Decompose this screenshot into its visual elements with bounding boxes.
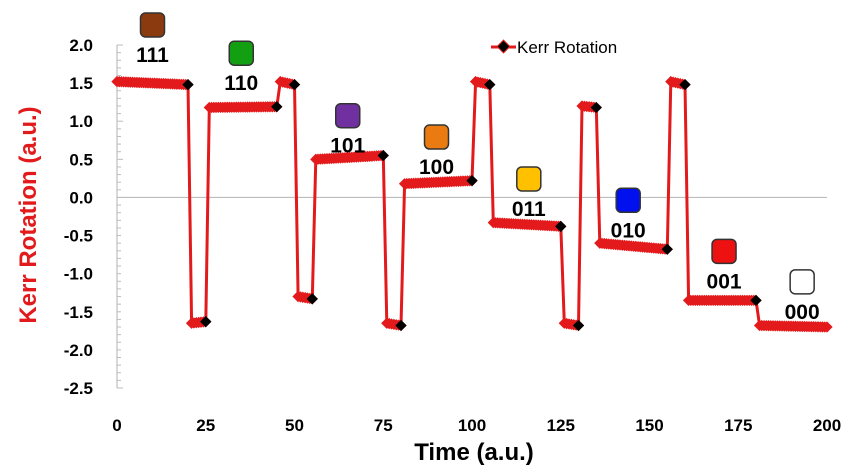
x-tick-label: 125 bbox=[547, 416, 575, 435]
state-color-box bbox=[711, 238, 737, 265]
x-tick-label: 75 bbox=[374, 416, 393, 435]
x-tick-label: 50 bbox=[285, 416, 304, 435]
state-label: 011 bbox=[512, 198, 546, 221]
state-label: 010 bbox=[611, 219, 646, 242]
state-label: 000 bbox=[785, 301, 820, 324]
y-tick-label: 1.5 bbox=[69, 74, 93, 93]
transition-marker bbox=[395, 319, 407, 332]
transition-marker bbox=[555, 220, 567, 233]
state-color-box bbox=[139, 12, 166, 38]
y-tick-label: -2.0 bbox=[64, 341, 93, 360]
y-axis-title: Kerr Rotation (a.u.) bbox=[15, 106, 42, 323]
series-kerr-rotation bbox=[111, 75, 833, 333]
y-tick-label: -1.5 bbox=[64, 303, 93, 322]
legend: Kerr Rotation bbox=[491, 38, 617, 57]
transition-marker bbox=[466, 175, 478, 187]
y-tick-label: 0.0 bbox=[69, 188, 93, 207]
state-color-box bbox=[516, 166, 542, 192]
y-tick-label: 2.0 bbox=[69, 36, 93, 55]
transition-marker bbox=[572, 319, 585, 332]
transition-marker bbox=[306, 293, 318, 305]
state-label: 101 bbox=[330, 135, 365, 158]
state-color-box bbox=[423, 124, 450, 150]
state-label: 100 bbox=[419, 156, 454, 179]
state-color-box bbox=[789, 269, 815, 295]
transition-marker bbox=[377, 149, 389, 162]
legend-marker bbox=[496, 39, 511, 54]
state-label: 110 bbox=[224, 72, 258, 95]
x-axis-title: Time (a.u.) bbox=[414, 439, 534, 466]
x-tick-label: 0 bbox=[112, 416, 121, 435]
y-tick-label: -2.5 bbox=[64, 379, 93, 398]
y-tick-label: -1.0 bbox=[64, 265, 93, 284]
legend-label: Kerr Rotation bbox=[517, 38, 617, 57]
y-tick-label: 1.0 bbox=[69, 112, 93, 131]
transition-marker bbox=[661, 243, 673, 255]
y-tick-label: 0.5 bbox=[69, 150, 93, 169]
transition-marker bbox=[750, 294, 762, 307]
state-color-box bbox=[335, 102, 361, 129]
x-tick-label: 175 bbox=[724, 416, 752, 435]
y-tick-label: -0.5 bbox=[64, 227, 93, 246]
x-tick-label: 100 bbox=[458, 416, 486, 435]
state-label: 111 bbox=[136, 44, 169, 67]
x-tick-label: 25 bbox=[196, 416, 215, 435]
state-color-box bbox=[228, 40, 254, 66]
y-tick-labels: 2.0 1.5 1.0 0.5 0.0 -0.5 -1.0 -1.5 -2.0 -2.5 bbox=[64, 36, 93, 398]
state-label: 001 bbox=[707, 270, 742, 293]
state-labels: 111 110 101 100 011 010 001 000 bbox=[136, 12, 820, 324]
data-point bbox=[821, 321, 833, 333]
state-color-box bbox=[615, 187, 641, 214]
transition-marker bbox=[200, 316, 212, 328]
y-axis bbox=[116, 44, 123, 389]
x-tick-label: 200 bbox=[813, 416, 841, 435]
x-tick-labels: 0 25 50 75 100 125 150 175 200 bbox=[112, 416, 841, 435]
x-tick-label: 150 bbox=[635, 416, 663, 435]
